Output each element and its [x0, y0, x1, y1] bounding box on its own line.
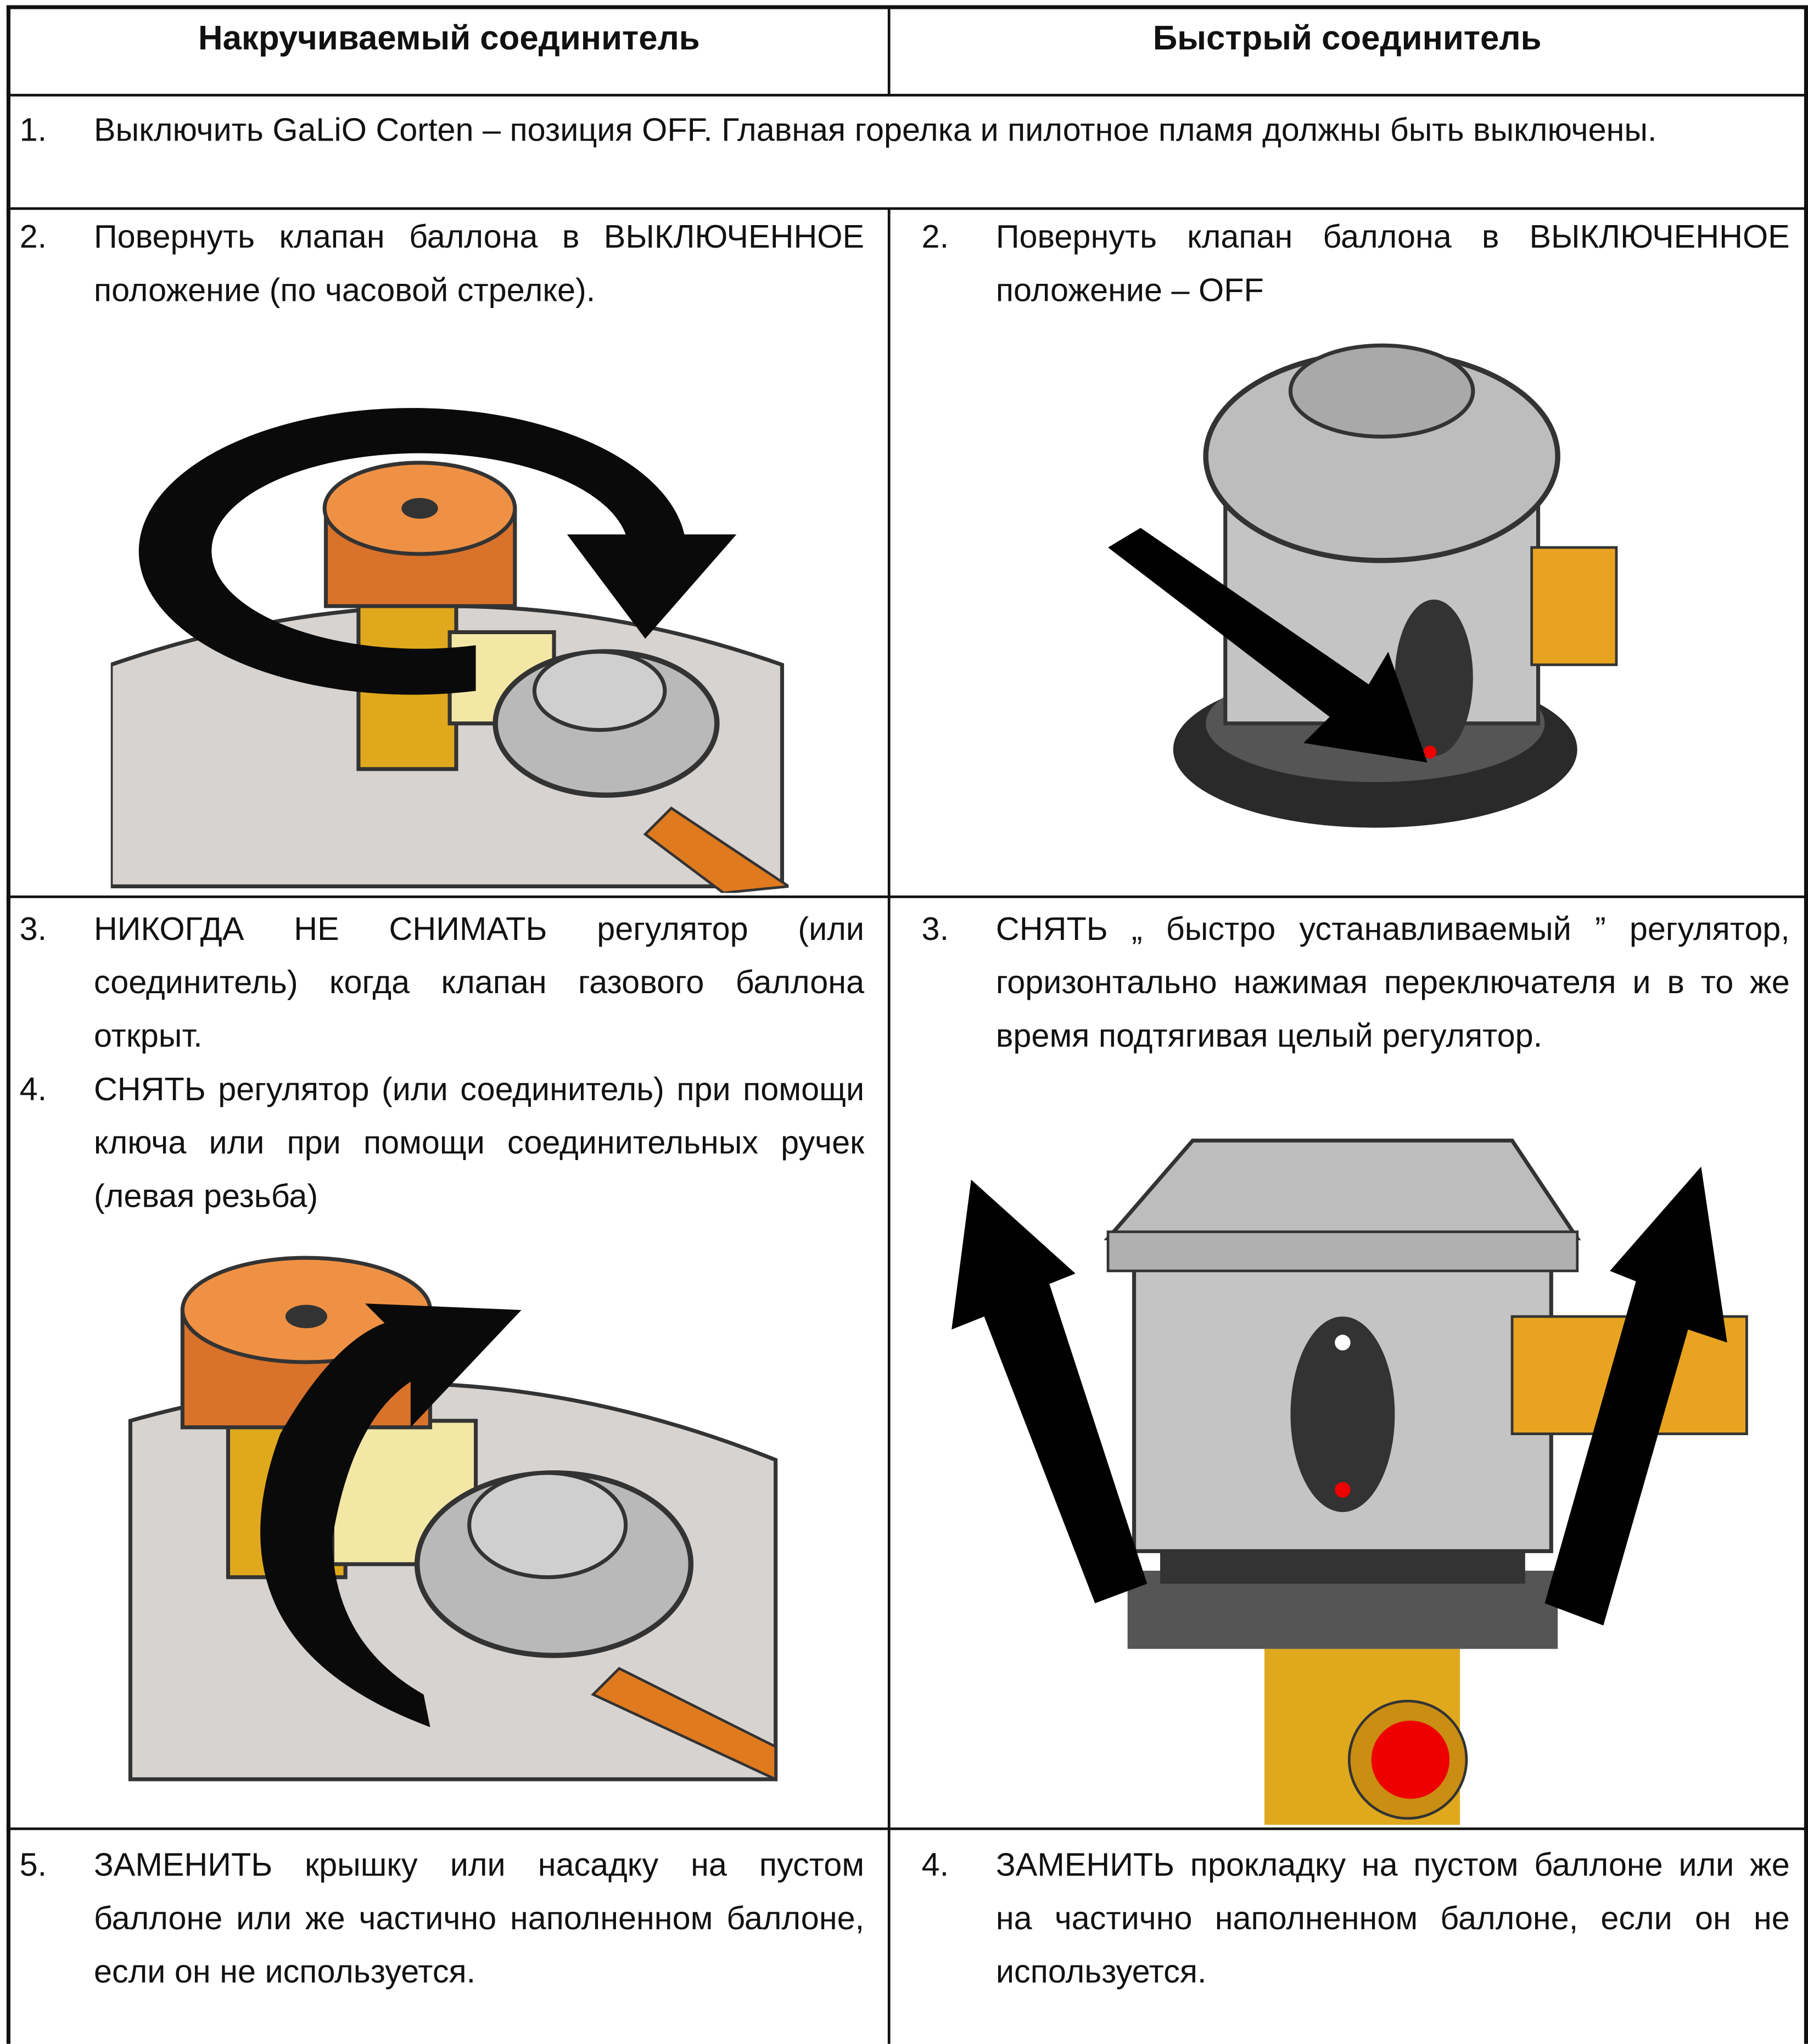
step-number: 2. [19, 219, 47, 256]
border [6, 93, 1808, 97]
step-number: 4. [19, 1071, 47, 1108]
illustration [1108, 343, 1618, 828]
step: 3. СНЯТЬ „ быстро устанавливаемый ” регул… [922, 903, 1790, 1063]
step: 2. Повернуть клапан баллона в ВЫКЛЮЧЕННОЕ… [922, 211, 1790, 318]
step-text: Повернуть клапан баллона в ВЫКЛЮЧЕННОЕ п… [995, 219, 1790, 309]
step: 1. Выключить GaLiO Corten – позиция OFF. … [20, 104, 1790, 158]
border [6, 5, 1808, 9]
step: 2. Повернуть клапан баллона в ВЫКЛЮЧЕННОЕ… [20, 211, 864, 318]
step: 5. ЗАМЕНИТЬ крышку или насадку на пустом … [20, 1839, 864, 2000]
column-header: Накручиваемый соединитель [198, 18, 700, 58]
step-text: Повернуть клапан баллона в ВЫКЛЮЧЕННОЕ п… [93, 219, 865, 309]
border [1804, 5, 1808, 2044]
border [6, 1827, 1808, 1830]
step-number: 4. [921, 1847, 949, 1884]
illustration [110, 408, 789, 893]
step: 3. НИКОГДА НЕ СНИМАТЬ регулятор (или соед… [20, 903, 864, 1063]
step-number: 3. [921, 911, 949, 948]
border [6, 207, 1808, 210]
step-number: 3. [19, 911, 47, 948]
step-text: НИКОГДА НЕ СНИМАТЬ регулятор (или соедин… [93, 911, 865, 1055]
step-number: 1. [19, 112, 47, 149]
step-number: 5. [19, 1847, 47, 1884]
border [6, 895, 1808, 898]
step-text: ЗАМЕНИТЬ прокладку на пустом баллоне или… [995, 1847, 1790, 1991]
step-text: СНЯТЬ „ быстро устанавливаемый ” регулят… [995, 911, 1790, 1055]
step-text: Выключить GaLiO Corten – позиция OFF. Гл… [93, 112, 1657, 149]
border [887, 208, 891, 2044]
illustration [128, 1256, 778, 1782]
step: 4. ЗАМЕНИТЬ прокладку на пустом баллоне и… [922, 1839, 1790, 2000]
border [6, 5, 10, 2044]
step: 4. СНЯТЬ регулятор (или соединитель) при … [20, 1063, 864, 1224]
border [887, 5, 891, 97]
column-header: Быстрый соединитель [1152, 18, 1542, 58]
step-text: ЗАМЕНИТЬ крышку или насадку на пустом ба… [93, 1847, 865, 1991]
illustration [951, 1138, 1748, 1825]
step-number: 2. [921, 219, 949, 256]
step-text: СНЯТЬ регулятор (или соединитель) при по… [93, 1071, 865, 1215]
